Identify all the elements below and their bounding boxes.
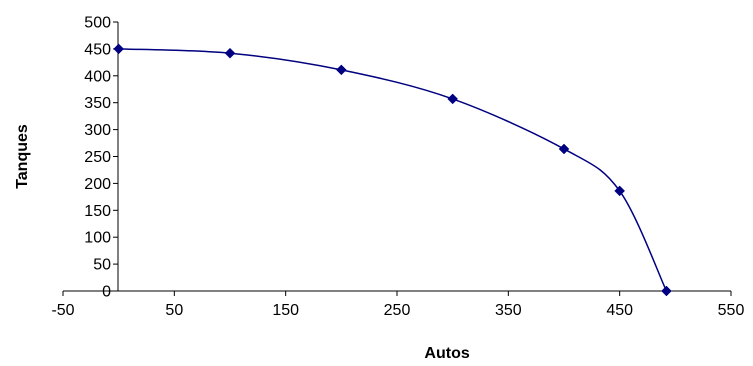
y-tick-label: 350 xyxy=(84,95,111,112)
y-axis-ticks: 0 50 100 150 200 250 300 350 400 450 500 xyxy=(84,15,118,301)
x-tick-label: 250 xyxy=(384,302,411,319)
data-point-marker xyxy=(614,185,626,197)
data-markers xyxy=(113,43,672,297)
x-axis-title: Autos xyxy=(424,345,469,362)
y-tick-label: 250 xyxy=(84,149,111,166)
data-point-marker xyxy=(335,64,347,76)
y-tick-label: 500 xyxy=(84,15,111,32)
x-tick-label: 50 xyxy=(165,302,183,319)
x-tick-label: -50 xyxy=(51,302,74,319)
y-tick-label: 0 xyxy=(102,284,111,301)
series-line xyxy=(118,48,668,292)
y-tick-label: 400 xyxy=(84,68,111,85)
y-tick-label: 300 xyxy=(84,122,111,139)
data-point-marker xyxy=(113,43,125,55)
x-tick-label: 450 xyxy=(606,302,633,319)
y-tick-label: 100 xyxy=(84,230,111,247)
x-tick-label: 550 xyxy=(718,302,745,319)
x-tick-label: 150 xyxy=(272,302,299,319)
x-axis-ticks: -50 50 150 250 350 450 550 xyxy=(51,291,744,319)
y-axis-title: Tanques xyxy=(14,124,31,189)
x-tick-label: 350 xyxy=(495,302,522,319)
data-point-marker xyxy=(447,93,459,105)
data-point-marker xyxy=(558,143,570,155)
y-tick-label: 150 xyxy=(84,203,111,220)
data-point-marker xyxy=(224,47,236,59)
data-point-marker xyxy=(661,285,672,297)
y-tick-label: 200 xyxy=(84,176,111,193)
y-tick-label: 50 xyxy=(93,257,111,274)
y-tick-label: 450 xyxy=(84,41,111,58)
